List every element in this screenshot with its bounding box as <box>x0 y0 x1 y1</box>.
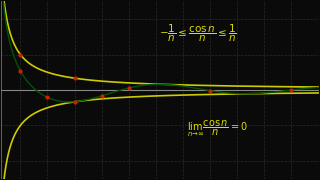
Text: $\lim_{n\to\infty}\dfrac{\cos n}{n}=0$: $\lim_{n\to\infty}\dfrac{\cos n}{n}=0$ <box>187 119 247 139</box>
Text: $-\dfrac{1}{n} \leq \dfrac{\cos n}{n} \leq \dfrac{1}{n}$: $-\dfrac{1}{n} \leq \dfrac{\cos n}{n} \l… <box>159 23 237 44</box>
